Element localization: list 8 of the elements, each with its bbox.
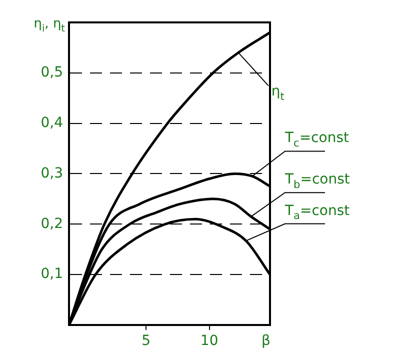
y-tick-label: 0,2 [40, 216, 63, 232]
y-tick-label: 0,5 [40, 64, 63, 80]
y-tick-label: 0,1 [40, 266, 63, 282]
x-axis-title: β [262, 333, 270, 349]
x-tick-label: 10 [200, 333, 218, 350]
y-tick-label: 0,3 [40, 165, 63, 182]
x-tick-label: 5 [142, 333, 151, 350]
y-tick-label: 0,4 [40, 114, 64, 131]
